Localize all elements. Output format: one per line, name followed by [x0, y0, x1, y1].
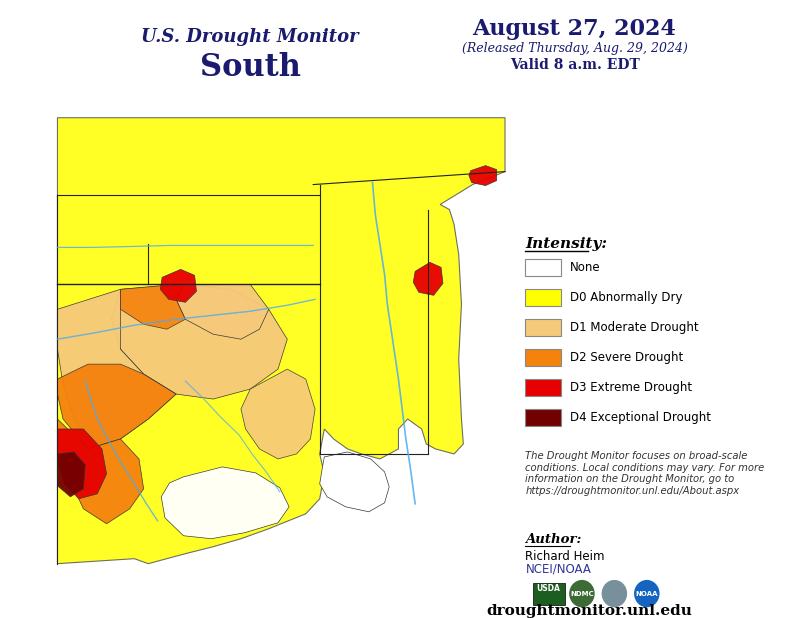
- Circle shape: [602, 581, 626, 606]
- Text: Author:: Author:: [526, 533, 582, 546]
- Text: NOAA: NOAA: [635, 591, 658, 596]
- Text: August 27, 2024: August 27, 2024: [473, 18, 677, 40]
- Bar: [526, 320, 561, 336]
- Polygon shape: [58, 289, 176, 449]
- Polygon shape: [162, 467, 289, 539]
- Text: D0 Abnormally Dry: D0 Abnormally Dry: [570, 291, 682, 304]
- Text: Intensity:: Intensity:: [526, 237, 607, 252]
- Text: South: South: [200, 52, 301, 83]
- Text: D1 Moderate Drought: D1 Moderate Drought: [570, 321, 698, 334]
- Polygon shape: [414, 263, 443, 295]
- Text: D4 Exceptional Drought: D4 Exceptional Drought: [570, 411, 711, 424]
- Text: USDA: USDA: [537, 583, 561, 593]
- Polygon shape: [320, 452, 389, 512]
- Polygon shape: [58, 429, 106, 499]
- Polygon shape: [241, 369, 315, 459]
- Polygon shape: [58, 364, 176, 449]
- Bar: [526, 409, 561, 426]
- Text: U.S. Drought Monitor: U.S. Drought Monitor: [142, 28, 359, 46]
- Bar: [526, 289, 561, 307]
- Text: Richard Heim: Richard Heim: [526, 549, 605, 563]
- Bar: [526, 379, 561, 396]
- Text: NCEI/NOAA: NCEI/NOAA: [526, 562, 591, 576]
- Text: (Released Thursday, Aug. 29, 2024): (Released Thursday, Aug. 29, 2024): [462, 42, 687, 55]
- Polygon shape: [58, 452, 86, 497]
- Text: NDMC: NDMC: [570, 591, 594, 596]
- Text: D3 Extreme Drought: D3 Extreme Drought: [570, 381, 692, 394]
- Text: None: None: [570, 261, 601, 274]
- Text: D2 Severe Drought: D2 Severe Drought: [570, 351, 683, 364]
- Polygon shape: [121, 284, 186, 329]
- Bar: [526, 260, 561, 276]
- Bar: [526, 349, 561, 366]
- Circle shape: [570, 581, 594, 606]
- Text: The Drought Monitor focuses on broad-scale
conditions. Local conditions may vary: The Drought Monitor focuses on broad-sca…: [526, 451, 765, 496]
- Polygon shape: [58, 117, 505, 564]
- Polygon shape: [160, 269, 197, 302]
- Polygon shape: [111, 284, 287, 399]
- Circle shape: [634, 581, 659, 606]
- Text: droughtmonitor.unl.edu: droughtmonitor.unl.edu: [486, 604, 692, 617]
- Bar: [533, 583, 566, 604]
- Polygon shape: [58, 419, 144, 524]
- Text: Valid 8 a.m. EDT: Valid 8 a.m. EDT: [510, 58, 639, 72]
- Polygon shape: [469, 166, 497, 185]
- Polygon shape: [176, 284, 269, 339]
